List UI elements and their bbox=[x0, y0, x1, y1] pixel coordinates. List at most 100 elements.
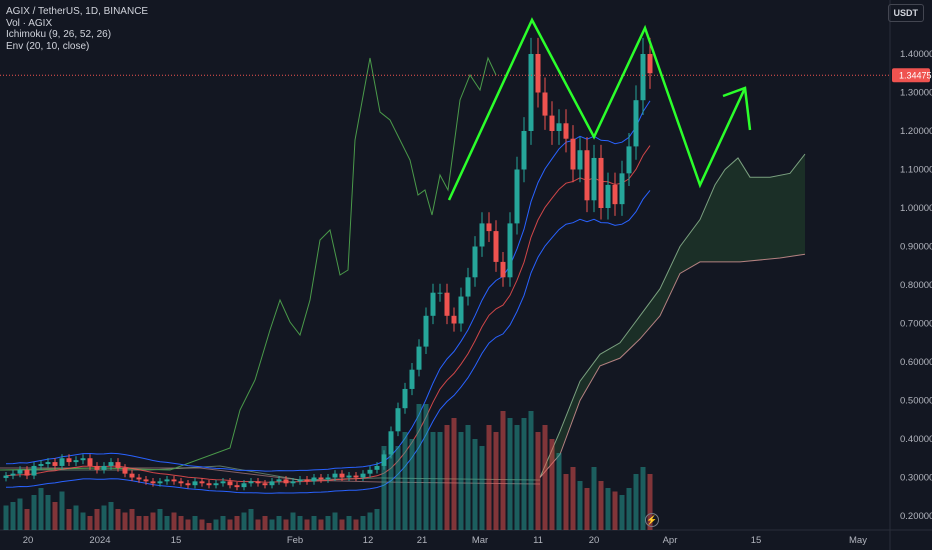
y-tick-label: 0.60000 bbox=[900, 357, 932, 368]
y-tick-label: 0.40000 bbox=[900, 434, 932, 445]
volume-bar bbox=[66, 509, 72, 530]
candle-body bbox=[17, 469, 23, 474]
candle-body bbox=[430, 292, 436, 316]
volume-bar bbox=[255, 519, 261, 530]
candle-body bbox=[465, 277, 471, 297]
volume-bar bbox=[199, 519, 205, 530]
volume-bar bbox=[416, 404, 422, 530]
volume-bar bbox=[605, 488, 611, 530]
candle-body bbox=[143, 479, 149, 482]
volume-bar bbox=[437, 432, 443, 530]
candle-body bbox=[38, 464, 44, 466]
candle-body bbox=[283, 479, 289, 484]
volume-bar bbox=[185, 519, 191, 530]
y-tick-label: 1.10000 bbox=[900, 165, 932, 176]
currency-button[interactable]: USDT bbox=[887, 4, 924, 22]
volume-bar bbox=[360, 516, 366, 530]
volume-bar bbox=[31, 495, 37, 530]
volume-bar bbox=[598, 481, 604, 530]
volume-bar bbox=[514, 425, 520, 530]
candle-body bbox=[374, 465, 380, 470]
volume-bar bbox=[381, 446, 387, 530]
candle-body bbox=[73, 460, 79, 463]
candle-body bbox=[437, 292, 443, 294]
volume-bar bbox=[563, 474, 569, 530]
volume-bar bbox=[633, 474, 639, 530]
volume-bar bbox=[619, 495, 625, 530]
volume-bar bbox=[388, 453, 394, 530]
envelope-upper bbox=[5, 100, 651, 472]
candle-body bbox=[304, 479, 310, 482]
legend-envelope: Env (20, 10, close) bbox=[6, 40, 90, 52]
candle-body bbox=[101, 465, 107, 470]
candle-body bbox=[290, 481, 296, 484]
volume-bar bbox=[542, 425, 548, 530]
volume-bar bbox=[346, 516, 352, 530]
candle-body bbox=[269, 481, 275, 486]
candle-body bbox=[339, 473, 345, 478]
volume-bar bbox=[269, 519, 275, 530]
candle-body bbox=[493, 231, 499, 262]
candle-body bbox=[472, 246, 478, 278]
volume-bar bbox=[45, 495, 51, 530]
x-tick-label: 12 bbox=[363, 535, 374, 546]
candle-body bbox=[409, 369, 415, 389]
candle-body bbox=[626, 146, 632, 174]
volume-bar bbox=[87, 516, 93, 530]
last-price-text: 1.34475 bbox=[899, 70, 932, 80]
candle-body bbox=[255, 481, 261, 484]
volume-bar bbox=[108, 502, 114, 530]
candle-body bbox=[640, 54, 646, 101]
volume-bar bbox=[626, 488, 632, 530]
lightning-icon[interactable]: ⚡ bbox=[645, 513, 659, 527]
x-tick-label: 15 bbox=[751, 535, 762, 546]
volume-bar bbox=[570, 467, 576, 530]
candle-body bbox=[192, 481, 198, 486]
candle-body bbox=[213, 483, 219, 486]
volume-bar bbox=[577, 481, 583, 530]
volume-bar bbox=[80, 512, 86, 530]
candle-body bbox=[563, 123, 569, 139]
candle-body bbox=[115, 462, 121, 468]
volume-bar bbox=[339, 519, 345, 530]
volume-bar bbox=[521, 418, 527, 530]
volume-bar bbox=[311, 516, 317, 530]
volume-bar bbox=[24, 509, 30, 530]
volume-bar bbox=[458, 432, 464, 530]
candle-body bbox=[360, 473, 366, 478]
volume-bar bbox=[38, 488, 44, 530]
candle-body bbox=[444, 292, 450, 316]
volume-bar bbox=[59, 491, 65, 530]
candle-body bbox=[136, 477, 142, 480]
volume-bar bbox=[213, 519, 219, 530]
candle-body bbox=[514, 169, 520, 224]
candle-body bbox=[108, 462, 114, 466]
candle-body bbox=[311, 477, 317, 482]
volume-bar bbox=[248, 509, 254, 530]
legend-symbol: AGIX / TetherUS, 1D, BINANCE bbox=[6, 6, 149, 17]
candle-body bbox=[241, 483, 247, 488]
volume-bar bbox=[150, 512, 156, 530]
candle-body bbox=[122, 467, 128, 474]
ichimoku-span-a bbox=[539, 153, 806, 478]
volume-bar bbox=[122, 512, 128, 530]
candle-body bbox=[577, 150, 583, 170]
volume-bar bbox=[241, 512, 247, 530]
volume-bar bbox=[479, 446, 485, 530]
candle-body bbox=[164, 479, 170, 482]
volume-bar bbox=[402, 432, 408, 530]
candle-body bbox=[479, 223, 485, 247]
candle-body bbox=[220, 481, 226, 484]
x-tick-label: 20 bbox=[23, 535, 34, 546]
candle-body bbox=[199, 481, 205, 484]
candle-body bbox=[94, 465, 100, 470]
y-tick-label: 1.30000 bbox=[900, 88, 932, 99]
candle-body bbox=[171, 479, 177, 482]
volume-bar bbox=[234, 516, 240, 530]
volume-bar bbox=[206, 523, 212, 530]
candle-body bbox=[535, 54, 541, 93]
volume-bar bbox=[136, 516, 142, 530]
candle-body bbox=[591, 157, 597, 201]
envelope-lower bbox=[5, 190, 651, 494]
